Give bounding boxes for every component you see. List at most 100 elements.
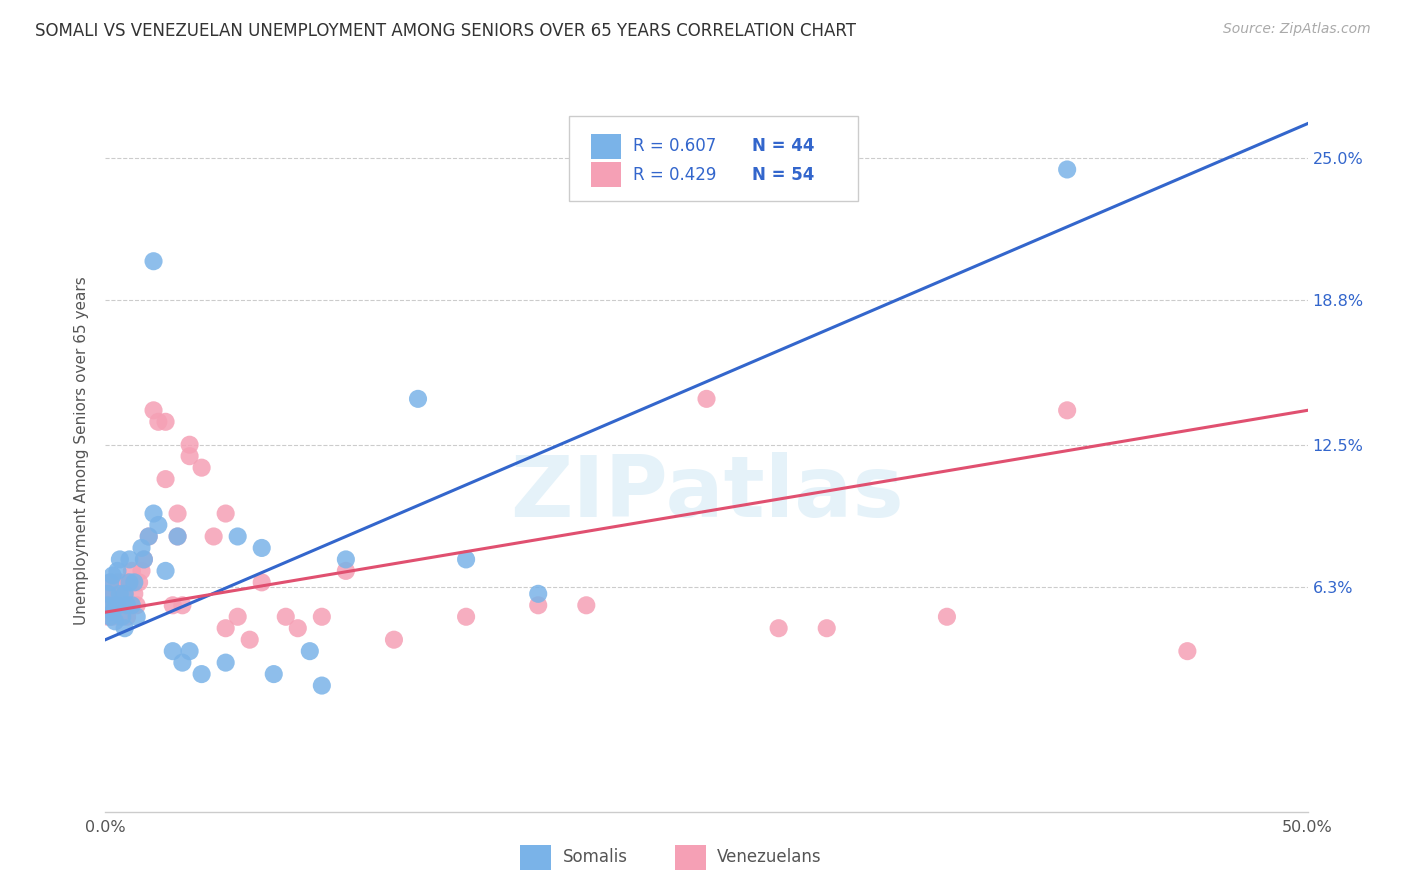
Point xyxy=(125,609,148,624)
Text: R = 0.429: R = 0.429 xyxy=(633,166,716,184)
Point xyxy=(101,609,124,624)
Point xyxy=(97,599,120,613)
Point xyxy=(124,575,146,590)
Point xyxy=(98,575,121,590)
Point xyxy=(108,609,131,624)
Point xyxy=(107,599,129,613)
Point xyxy=(250,541,273,555)
Point xyxy=(114,587,136,601)
Point xyxy=(172,656,194,670)
Text: SOMALI VS VENEZUELAN UNEMPLOYMENT AMONG SENIORS OVER 65 YEARS CORRELATION CHART: SOMALI VS VENEZUELAN UNEMPLOYMENT AMONG … xyxy=(35,22,856,40)
Point xyxy=(114,621,136,635)
Text: ZIPatlas: ZIPatlas xyxy=(509,452,904,535)
Point xyxy=(131,564,153,578)
Point xyxy=(1175,644,1198,658)
Point xyxy=(226,529,249,543)
Point xyxy=(214,507,236,521)
Point xyxy=(454,609,477,624)
Point xyxy=(138,529,160,543)
Point xyxy=(311,679,333,693)
Point xyxy=(166,507,188,521)
Point xyxy=(142,254,165,268)
Point xyxy=(118,552,141,566)
Point xyxy=(107,564,129,578)
Point xyxy=(111,599,134,613)
Point xyxy=(142,403,165,417)
Point xyxy=(155,415,177,429)
Point xyxy=(527,587,550,601)
Point xyxy=(155,564,177,578)
Point xyxy=(190,460,212,475)
Point xyxy=(190,667,212,681)
Point xyxy=(768,621,790,635)
Point xyxy=(98,575,121,590)
Point xyxy=(202,529,225,543)
Text: R = 0.607: R = 0.607 xyxy=(633,137,716,155)
Point xyxy=(166,529,188,543)
Point xyxy=(118,575,141,590)
Point xyxy=(311,609,333,624)
Point xyxy=(118,599,141,613)
Point xyxy=(179,644,201,658)
Point xyxy=(108,575,131,590)
Point xyxy=(97,587,120,601)
Point xyxy=(335,552,357,566)
Point xyxy=(214,656,236,670)
Point xyxy=(382,632,405,647)
Point xyxy=(128,575,150,590)
Point xyxy=(114,587,136,601)
Point xyxy=(148,518,170,533)
Point xyxy=(97,587,120,601)
Point xyxy=(101,605,124,619)
Point xyxy=(142,507,165,521)
Point xyxy=(121,599,143,613)
Point xyxy=(115,575,138,590)
Text: Source: ZipAtlas.com: Source: ZipAtlas.com xyxy=(1223,22,1371,37)
Point xyxy=(111,609,134,624)
Point xyxy=(132,552,155,566)
Point xyxy=(108,552,131,566)
Point xyxy=(162,599,184,613)
Point xyxy=(162,644,184,658)
Point xyxy=(107,575,129,590)
Point xyxy=(406,392,429,406)
Point xyxy=(148,415,170,429)
Point xyxy=(104,615,127,629)
Point xyxy=(298,644,321,658)
Point xyxy=(936,609,959,624)
Text: N = 54: N = 54 xyxy=(752,166,814,184)
Point xyxy=(97,609,120,624)
Point xyxy=(98,609,121,624)
Point xyxy=(239,632,262,647)
Text: Somalis: Somalis xyxy=(562,848,627,866)
Point xyxy=(132,552,155,566)
Point xyxy=(335,564,357,578)
Point xyxy=(226,609,249,624)
Point xyxy=(124,587,146,601)
Point xyxy=(454,552,477,566)
Point xyxy=(250,575,273,590)
Point xyxy=(166,529,188,543)
Point xyxy=(108,587,131,601)
Point xyxy=(104,599,127,613)
Point xyxy=(104,599,127,613)
Point xyxy=(179,438,201,452)
Point xyxy=(263,667,285,681)
Point xyxy=(1056,162,1078,177)
Point xyxy=(172,599,194,613)
Point xyxy=(138,529,160,543)
Point xyxy=(1056,403,1078,417)
Point xyxy=(115,599,138,613)
Point xyxy=(125,599,148,613)
Point xyxy=(131,541,153,555)
Y-axis label: Unemployment Among Seniors over 65 years: Unemployment Among Seniors over 65 years xyxy=(73,277,89,624)
Point xyxy=(101,568,124,582)
Text: Venezuelans: Venezuelans xyxy=(717,848,821,866)
Point xyxy=(815,621,838,635)
Point xyxy=(287,621,309,635)
Point xyxy=(98,599,121,613)
Point xyxy=(107,599,129,613)
Point xyxy=(155,472,177,486)
Point xyxy=(696,392,718,406)
Point xyxy=(274,609,297,624)
